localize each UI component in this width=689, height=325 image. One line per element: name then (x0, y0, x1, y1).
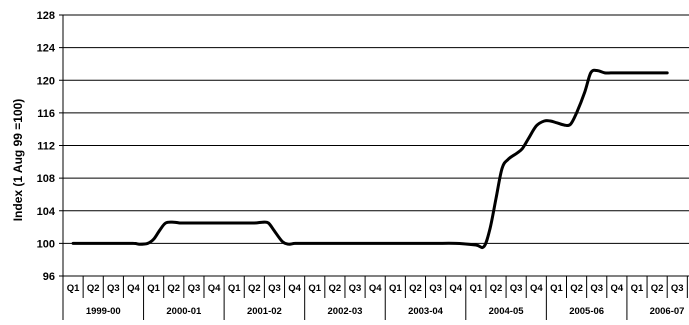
year-label: 2000-01 (166, 306, 202, 317)
quarter-label: Q2 (409, 283, 422, 294)
quarter-label: Q1 (308, 283, 321, 294)
y-tick-label: 128 (37, 10, 55, 22)
quarter-label: Q2 (248, 283, 261, 294)
y-tick-label: 100 (37, 238, 55, 250)
y-tick-label: 104 (37, 206, 56, 218)
y-tick-label: 120 (37, 75, 55, 87)
quarter-label: Q3 (107, 283, 120, 294)
quarter-label: Q2 (329, 283, 342, 294)
quarter-label: Q3 (268, 283, 281, 294)
quarter-label: Q4 (288, 283, 301, 294)
quarter-label: Q4 (449, 283, 462, 294)
x-axis: Q1 Q2 Q3 Q4 Q1 Q2 Q3 Q4 Q1 Q2 Q3 Q4 Q1 Q2 Q3 Q4 Q1 Q2 Q3 Q4… (62, 15, 689, 320)
quarter-label: Q2 (87, 283, 100, 294)
quarter-label: Q1 (389, 283, 402, 294)
series-lines (71, 68, 669, 250)
quarter-label: Q3 (510, 283, 523, 294)
quarter-label: Q4 (127, 283, 140, 294)
y-tick-label: 96 (43, 271, 55, 283)
year-label: 2003-04 (408, 306, 444, 317)
quarter-label: Q1 (550, 283, 563, 294)
quarter-label: Q2 (490, 283, 503, 294)
y-tick-label: 112 (37, 141, 55, 153)
year-label: 2002-03 (328, 306, 363, 317)
quarter-label: Q1 (67, 283, 80, 294)
year-label: 1999-00 (86, 306, 121, 317)
quarter-label: Q1 (228, 283, 241, 294)
quarter-label: Q3 (671, 283, 684, 294)
year-label: 2001-02 (247, 306, 282, 317)
series-line (71, 68, 669, 250)
y-tick-label: 124 (37, 43, 56, 55)
quarter-label: Q4 (208, 283, 221, 294)
y-tick-label: 108 (37, 173, 55, 185)
quarter-label: Q2 (651, 283, 664, 294)
quarter-label: Q3 (429, 283, 442, 294)
gridlines (63, 14, 689, 244)
quarter-label: Q4 (369, 283, 382, 294)
y-axis-label: Index (1 Aug 99 =100) (11, 99, 25, 222)
quarter-label: Q3 (188, 283, 201, 294)
year-label: 2006-07 (650, 306, 685, 317)
quarter-label: Q3 (590, 283, 603, 294)
year-label: 2004-05 (489, 306, 525, 317)
year-label: 2005-06 (569, 306, 604, 317)
quarter-label: Q3 (349, 283, 362, 294)
quarter-label: Q1 (631, 283, 644, 294)
quarter-label: Q1 (147, 283, 160, 294)
y-tick-label: 116 (37, 108, 55, 120)
quarter-label: Q2 (570, 283, 583, 294)
quarter-label: Q4 (530, 283, 543, 294)
quarter-label: Q4 (611, 283, 624, 294)
quarter-label: Q2 (167, 283, 180, 294)
y-axis-ticks: 96 100 104 108 112 116 120 124 128 (37, 10, 63, 283)
quarter-label: Q1 (470, 283, 483, 294)
